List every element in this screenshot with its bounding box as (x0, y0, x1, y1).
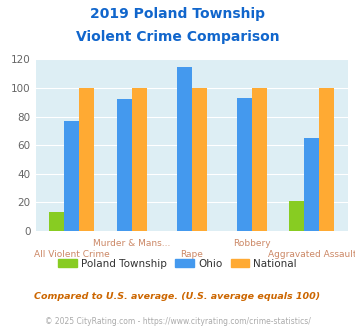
Text: Murder & Mans...: Murder & Mans... (93, 239, 170, 248)
Text: 2019 Poland Township: 2019 Poland Township (90, 7, 265, 20)
Bar (132, 88, 147, 231)
Bar (192, 88, 207, 231)
Bar (79, 88, 94, 231)
Text: Aggravated Assault: Aggravated Assault (268, 250, 355, 259)
Text: © 2025 CityRating.com - https://www.cityrating.com/crime-statistics/: © 2025 CityRating.com - https://www.city… (45, 317, 310, 326)
Bar (252, 88, 267, 231)
Bar (177, 67, 192, 231)
Text: All Violent Crime: All Violent Crime (34, 250, 109, 259)
Text: Violent Crime Comparison: Violent Crime Comparison (76, 30, 279, 44)
Text: Robbery: Robbery (233, 239, 271, 248)
Legend: Poland Township, Ohio, National: Poland Township, Ohio, National (54, 254, 301, 273)
Bar (289, 201, 304, 231)
Bar (320, 88, 334, 231)
Bar (237, 98, 252, 231)
Text: Rape: Rape (180, 250, 203, 259)
Text: Compared to U.S. average. (U.S. average equals 100): Compared to U.S. average. (U.S. average … (34, 292, 321, 301)
Bar (304, 138, 320, 231)
Bar (49, 213, 64, 231)
Bar (116, 99, 132, 231)
Bar (64, 121, 79, 231)
